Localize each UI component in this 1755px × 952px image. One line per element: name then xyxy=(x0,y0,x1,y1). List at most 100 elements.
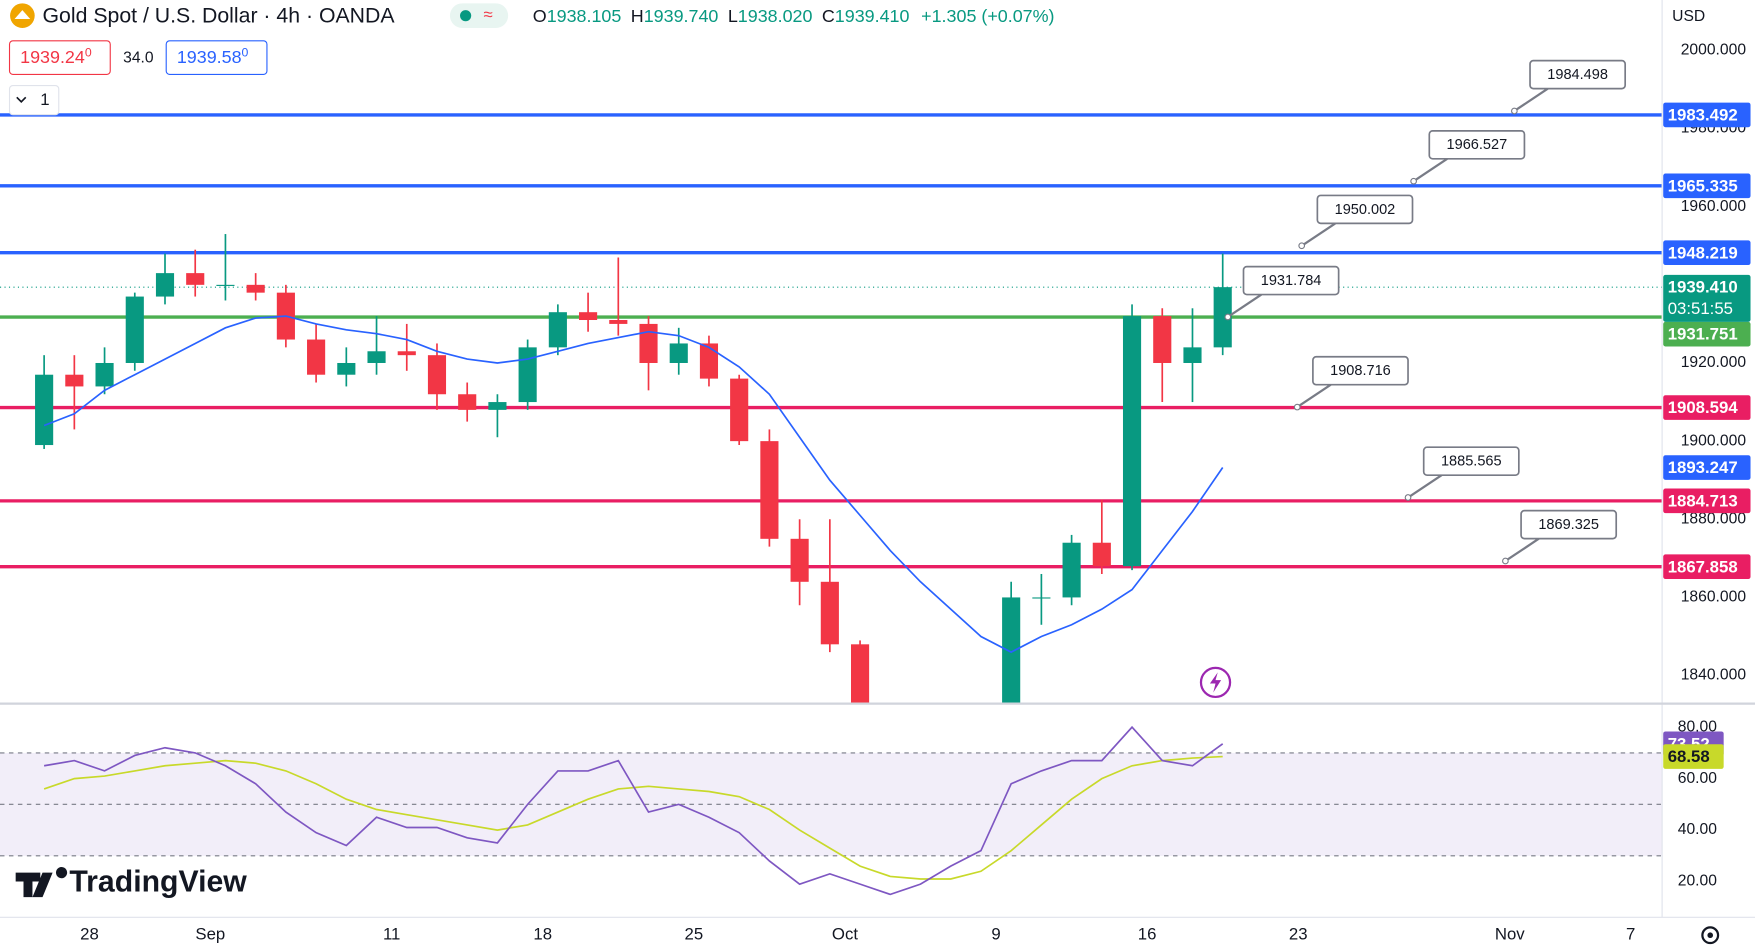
price-label-box xyxy=(1663,744,1724,769)
last-price-label: 1939.410 xyxy=(1668,278,1738,297)
sell-button[interactable] xyxy=(8,40,111,75)
candle-body xyxy=(579,312,598,321)
callout-anchor xyxy=(1293,403,1301,411)
price-label-box xyxy=(1663,455,1751,480)
candle-body xyxy=(307,339,326,375)
candle-body xyxy=(1032,597,1051,599)
buy-button[interactable] xyxy=(165,40,268,75)
symbol-title[interactable]: Gold Spot / U.S. Dollar · 4h · OANDA xyxy=(43,3,396,27)
callout-anchor xyxy=(1502,557,1509,565)
price-label: 1908.594 xyxy=(1668,398,1739,417)
moving-average xyxy=(43,315,1224,654)
candle-body xyxy=(397,351,416,356)
candle-body xyxy=(367,351,386,363)
candle-body xyxy=(216,284,235,286)
price-callout: 1984.498 xyxy=(1511,59,1627,115)
price-label: 1948.219 xyxy=(1668,243,1738,262)
candle-body xyxy=(669,343,688,363)
price-callout: 1931.784 xyxy=(1224,265,1340,321)
callout-pointer xyxy=(1413,157,1448,183)
y-tick-label: 1960.000 xyxy=(1681,198,1747,215)
callout-box xyxy=(1520,509,1618,540)
candle-body xyxy=(518,347,537,403)
price-label-box xyxy=(1663,395,1751,420)
price-label: 1884.713 xyxy=(1668,491,1738,510)
ask: 1939.58 xyxy=(177,47,242,67)
rsi-pane xyxy=(0,725,1663,896)
candle-body xyxy=(1183,347,1202,363)
candle-body xyxy=(95,362,114,387)
price-pane: 1984.498 1966.527 1950.002 1931.784 1908.716… xyxy=(0,59,1663,703)
legend-key: O xyxy=(533,6,547,26)
legend-key: H xyxy=(631,6,644,26)
callout-label: 1869.325 xyxy=(1538,517,1599,533)
candle-body xyxy=(337,362,356,375)
callout-label: 1908.716 xyxy=(1330,363,1391,379)
legend-value: 1939.410 xyxy=(835,6,910,26)
x-tick-label: 28 xyxy=(80,925,99,944)
price-callout: 1908.716 xyxy=(1293,355,1409,411)
price-callout: 1950.002 xyxy=(1298,194,1414,250)
candle-body xyxy=(820,581,839,645)
currency-button[interactable] xyxy=(1664,2,1732,32)
candle-body xyxy=(155,273,175,297)
legend-key: C xyxy=(822,6,835,26)
callout-label: 1966.527 xyxy=(1447,137,1508,153)
legend-value: 1938.105 xyxy=(547,6,622,26)
rsi-tick-label: 80.00 xyxy=(1678,718,1717,735)
price-label: 1983.492 xyxy=(1668,105,1738,124)
candle-body xyxy=(730,378,749,442)
status-pill[interactable] xyxy=(449,3,509,28)
callout-pointer xyxy=(1513,87,1549,112)
legend-value: 1938.020 xyxy=(738,6,813,26)
candle-body xyxy=(1002,597,1021,703)
sell-price: 1939.240 xyxy=(20,46,92,67)
candle-body xyxy=(1213,287,1232,348)
y-tick-label: 2000.000 xyxy=(1681,42,1747,59)
indicator-toggle[interactable] xyxy=(8,85,60,116)
rsi-band xyxy=(0,752,1663,856)
rsi-tick-label: 20.00 xyxy=(1678,873,1717,890)
callout-anchor xyxy=(1298,242,1306,250)
bid: 1939.24 xyxy=(20,47,85,67)
price-plot xyxy=(0,113,1663,703)
callout-anchor xyxy=(1224,313,1232,321)
candle-body xyxy=(488,402,507,410)
callout-box xyxy=(1529,59,1627,90)
candle-body xyxy=(458,394,477,410)
price-label-box xyxy=(1663,321,1751,347)
ohlc-legend: O1938.105 H1939.740 L1938.020 C1939.410 … xyxy=(533,6,1055,26)
chevron xyxy=(16,96,27,103)
callout-pointer xyxy=(1407,474,1443,499)
candle-body xyxy=(699,343,719,379)
logo-text[interactable]: TradingView xyxy=(69,866,247,899)
last-price-box xyxy=(1663,274,1751,322)
x-tick-label: Nov xyxy=(1495,925,1525,944)
legend-change: +1.305 (+0.07%) xyxy=(921,6,1054,26)
candle-body xyxy=(790,538,809,582)
candle-body xyxy=(246,284,265,293)
currency: USD xyxy=(1672,8,1705,25)
rsi-line xyxy=(43,725,1224,896)
settings-icon[interactable] xyxy=(1701,926,1720,945)
rsi-tick-label: 40.00 xyxy=(1678,821,1717,838)
y-tick-label: 1840.000 xyxy=(1681,667,1747,684)
candle-body xyxy=(1122,316,1142,567)
settings-icon-center xyxy=(1707,932,1714,939)
candle-body xyxy=(1153,316,1172,363)
alert-bolt xyxy=(1209,672,1222,693)
callout-pointer xyxy=(1227,293,1263,318)
callout-anchor xyxy=(1404,494,1412,501)
x-tick-label: 9 xyxy=(991,925,1000,944)
candle-body xyxy=(1062,542,1081,598)
indicator-count: 1 xyxy=(40,90,49,109)
rsi-plot xyxy=(0,725,1663,896)
candle-body xyxy=(548,312,567,348)
price-label-box xyxy=(1663,102,1751,128)
bid-small: 0 xyxy=(85,46,92,60)
candle-body xyxy=(65,374,84,387)
price-label: 1867.858 xyxy=(1668,557,1738,576)
legend-key: L xyxy=(728,6,738,26)
buy-price: 1939.580 xyxy=(177,46,249,67)
